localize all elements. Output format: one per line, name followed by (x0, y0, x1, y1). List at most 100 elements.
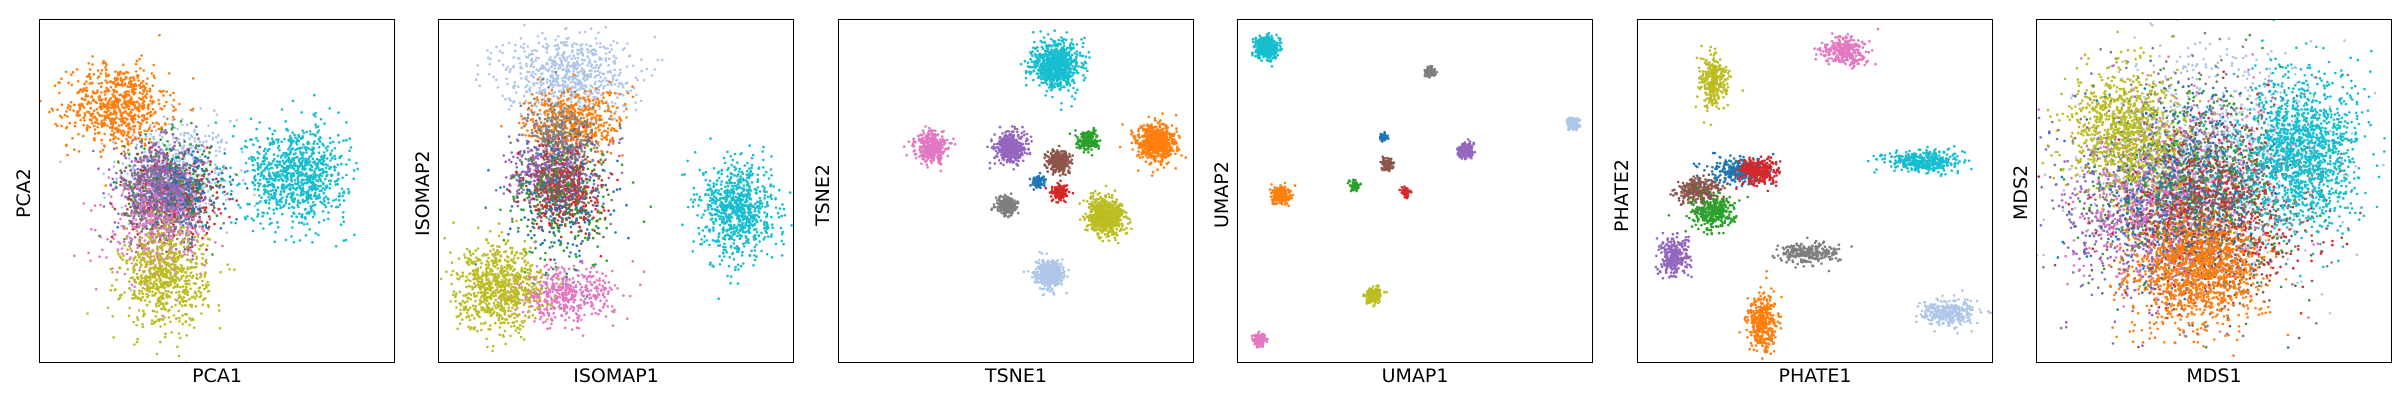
point (149, 257, 152, 261)
point (138, 84, 141, 87)
point (181, 232, 184, 235)
point (146, 117, 149, 120)
point (120, 79, 123, 82)
point (146, 208, 149, 212)
point (334, 244, 338, 248)
point (99, 150, 102, 153)
point (139, 134, 142, 137)
point (316, 187, 319, 191)
point (146, 213, 150, 216)
point (342, 211, 345, 214)
point (170, 128, 174, 131)
point (66, 106, 70, 110)
point (166, 117, 169, 121)
point (129, 180, 133, 184)
point (131, 188, 135, 191)
point (348, 137, 352, 140)
point (117, 74, 120, 77)
point (96, 76, 100, 80)
plot-area-isomap (438, 19, 794, 363)
point (317, 129, 321, 132)
point (114, 85, 118, 88)
point (324, 205, 328, 209)
point (276, 225, 280, 229)
point (123, 72, 126, 75)
plot-area-pca (39, 19, 395, 363)
point (179, 226, 183, 230)
point (145, 82, 148, 85)
point (293, 178, 297, 182)
point (175, 136, 178, 140)
point (182, 186, 185, 189)
point (148, 148, 151, 152)
point (200, 273, 203, 277)
point (174, 108, 177, 111)
point (148, 268, 151, 272)
point (142, 113, 146, 117)
point (216, 133, 220, 137)
point (172, 136, 175, 140)
point (194, 304, 198, 308)
point (190, 153, 193, 156)
point (507, 41, 511, 45)
point (135, 143, 139, 147)
point (228, 175, 232, 178)
point (135, 259, 139, 262)
point (194, 192, 197, 196)
point (307, 189, 311, 192)
point (308, 228, 311, 231)
point (142, 223, 146, 227)
point (140, 230, 144, 233)
point (132, 293, 136, 296)
point (180, 208, 183, 211)
point (179, 182, 182, 185)
point (58, 81, 61, 84)
point (146, 160, 149, 163)
point (162, 196, 165, 199)
point (277, 138, 280, 141)
point (117, 137, 120, 140)
point (219, 140, 223, 144)
point (178, 293, 181, 297)
point (101, 148, 105, 152)
point (127, 222, 131, 226)
point (170, 228, 174, 232)
point (164, 308, 167, 311)
point (144, 192, 147, 196)
point (127, 90, 131, 93)
point (131, 228, 135, 231)
point (178, 158, 182, 161)
point (271, 142, 274, 146)
point (120, 247, 124, 250)
point (268, 143, 272, 147)
point (109, 184, 113, 187)
point (130, 209, 133, 212)
point (235, 218, 238, 221)
point (197, 233, 200, 236)
point (110, 103, 113, 107)
point (219, 271, 222, 274)
point (136, 337, 139, 341)
point (338, 192, 341, 195)
point (127, 153, 131, 156)
point (118, 128, 121, 132)
point (341, 194, 345, 198)
point (119, 169, 122, 172)
point (314, 133, 317, 137)
point (154, 185, 158, 188)
point (318, 174, 322, 177)
point (133, 169, 136, 172)
point (155, 176, 159, 179)
point (291, 157, 294, 160)
point (173, 187, 177, 191)
point (54, 122, 57, 126)
point (151, 157, 154, 161)
point (153, 170, 157, 173)
point (138, 225, 141, 228)
point (158, 102, 161, 106)
point (129, 169, 132, 172)
point (114, 127, 118, 131)
point (312, 151, 316, 155)
point (182, 250, 186, 253)
point (186, 230, 189, 233)
